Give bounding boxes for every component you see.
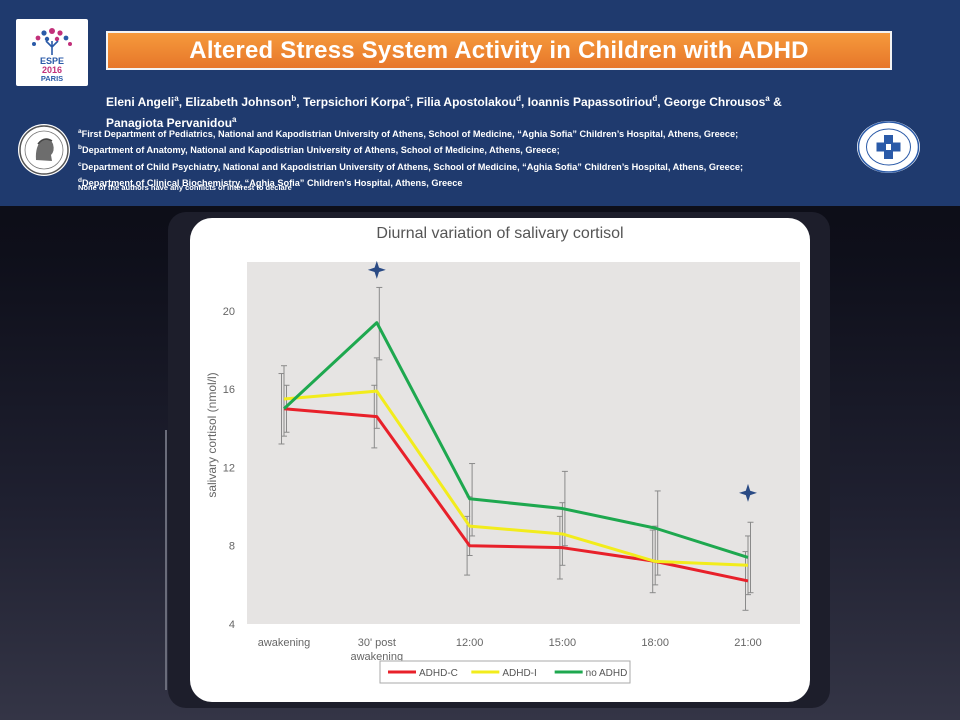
espe-logo-line3: PARIS xyxy=(41,74,63,83)
y-tick-label: 12 xyxy=(223,462,235,474)
affiliation-line: aFirst Department of Pediatrics, Nationa… xyxy=(78,125,878,141)
x-tick-label: 15:00 xyxy=(549,637,577,649)
y-tick-label: 16 xyxy=(223,384,235,396)
legend-label: ADHD-I xyxy=(502,668,536,679)
plot-area xyxy=(247,262,800,624)
affiliation-text: Department of Clinical Biochemistry, “Ag… xyxy=(81,178,463,189)
author-name: Eleni Angeli xyxy=(106,95,175,109)
title-banner: Altered Stress System Activity in Childr… xyxy=(106,31,892,70)
author-affiliation-mark: c xyxy=(405,94,410,103)
series-line-no-adhd xyxy=(282,321,749,559)
y-tick-label: 8 xyxy=(229,541,235,553)
x-tick-label: awakening xyxy=(258,637,311,649)
affiliation-mark: b xyxy=(78,144,82,152)
error-bar xyxy=(376,286,383,361)
error-bar xyxy=(747,521,754,594)
affiliation-text: Department of Child Psychiatry, National… xyxy=(81,162,744,172)
university-seal-icon xyxy=(18,124,70,176)
series-lines xyxy=(282,321,749,583)
author-list: Eleni Angelia, Elizabeth Johnsonb, Terps… xyxy=(106,94,782,130)
significance-markers xyxy=(367,260,757,502)
legend-box xyxy=(379,660,631,684)
affiliation-line: dDepartment of Clinical Biochemistry, “A… xyxy=(78,174,878,190)
series-line-adhd-i xyxy=(283,389,749,567)
author-affiliation-mark: b xyxy=(291,94,297,103)
affiliation-list: aFirst Department of Pediatrics, Nationa… xyxy=(78,125,878,191)
y-tick-label: 4 xyxy=(229,619,235,631)
affiliation-text: Department of Anatomy, National and Kapo… xyxy=(81,145,560,156)
author-name: Ioannis Papassotiriou xyxy=(527,95,653,109)
affiliation-mark: a xyxy=(78,128,82,135)
espe-2016-logo: ESPE 2016 PARIS xyxy=(16,19,88,86)
author-name: Elizabeth Johnson xyxy=(185,95,292,109)
author-name: Terpsichori Korpa xyxy=(302,95,406,109)
espe-logo-graphic: ESPE 2016 PARIS xyxy=(32,28,72,83)
author-affiliation-mark: d xyxy=(516,94,521,103)
author-affiliation-mark: a xyxy=(232,115,237,124)
affiliation-line: bDepartment of Anatomy, National and Kap… xyxy=(78,141,878,157)
author-name: George Chrousos xyxy=(663,95,766,109)
poster-header: ESPE 2016 PARIS Altered Stress System Ac… xyxy=(0,0,960,206)
author-name: Panagiota Pervanidou xyxy=(106,116,233,130)
significance-star-icon xyxy=(739,483,757,502)
author-affiliation-mark: a xyxy=(174,94,179,103)
y-axis-ticks: 4 8 12 16 20 xyxy=(223,306,235,631)
x-axis-ticks: awakening 30' post awakening 12:00 15:00 18:0… xyxy=(258,637,762,663)
author-affiliation-mark: a xyxy=(765,94,770,103)
affiliation-line: cDepartment of Child Psychiatry, Nationa… xyxy=(78,158,878,174)
chart-legend: ADHD-C ADHD-I no ADHD xyxy=(379,660,631,684)
x-tick-label: 18:00 xyxy=(641,637,669,649)
hospital-seal-icon xyxy=(857,121,920,173)
series-line-adhd-c xyxy=(283,407,749,583)
author-affiliation-mark: d xyxy=(652,94,658,103)
author-name: Filia Apostolakou xyxy=(416,95,517,109)
affiliation-text: First Department of Pediatrics, National… xyxy=(81,129,739,140)
tree-icon xyxy=(32,28,72,55)
legend-label: no ADHD xyxy=(586,668,628,679)
espe-logo-line2: 2016 xyxy=(42,65,62,75)
affiliation-mark: d xyxy=(78,177,82,185)
y-axis-label: salivary cortisol (nmol/l) xyxy=(205,372,219,497)
x-tick-label: 21:00 xyxy=(734,637,762,649)
divider-line xyxy=(165,430,167,690)
conflict-statement: None of the authors have any conflicts o… xyxy=(78,183,292,192)
x-tick-label: 30' post awakening xyxy=(351,637,404,663)
chart-card: Diurnal variation of salivary cortisol s… xyxy=(168,212,830,708)
error-bar xyxy=(281,365,287,437)
y-tick-label: 20 xyxy=(223,306,235,318)
chart-title: Diurnal variation of salivary cortisol xyxy=(376,225,623,242)
affiliation-mark: c xyxy=(78,160,82,168)
significance-star-icon xyxy=(367,260,386,279)
espe-logo-line1: ESPE xyxy=(40,56,64,66)
x-tick-label: 12:00 xyxy=(456,637,484,649)
poster-title: Altered Stress System Activity in Childr… xyxy=(189,36,809,64)
legend-label: ADHD-C xyxy=(419,668,458,679)
cortisol-chart: Diurnal variation of salivary cortisol s… xyxy=(190,218,810,702)
